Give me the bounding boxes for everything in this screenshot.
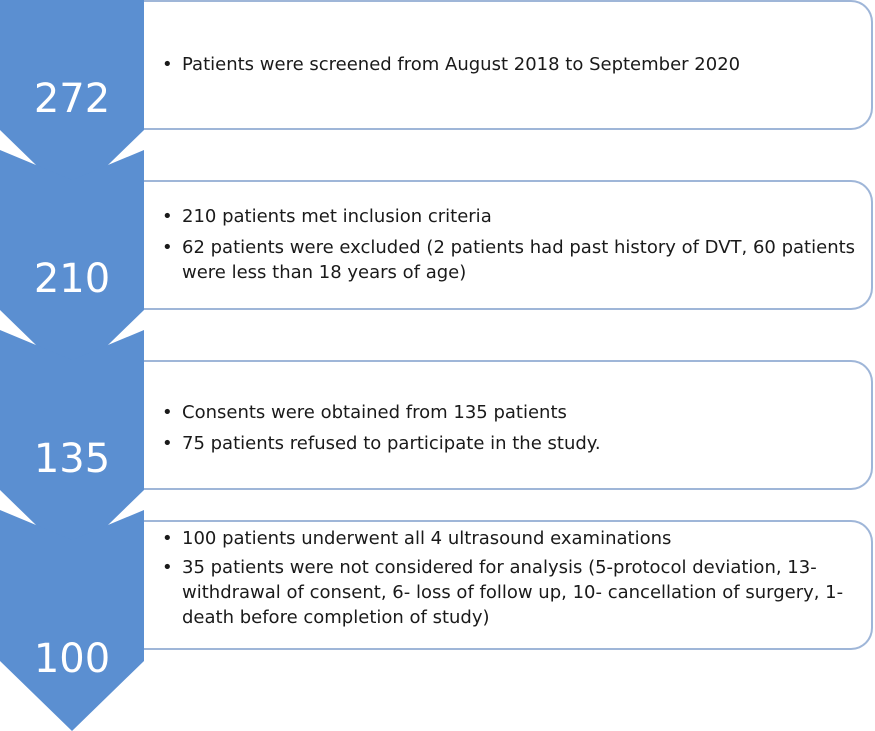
step-count-2: 210 [33,256,111,302]
step-2-bullet-2: 62 patients were excluded (2 patients ha… [162,235,857,285]
step-1-bullet-1: Patients were screened from August 2018 … [162,52,857,77]
step-4-bullet-1: 100 patients underwent all 4 ultrasound … [162,526,857,551]
chevron-step-4 [0,510,144,731]
chevron-step-3 [0,330,144,560]
step-card-4: 100 patients underwent all 4 ultrasound … [144,520,873,650]
step-card-2: 210 patients met inclusion criteria 62 p… [144,180,873,310]
step-4-bullet-2: 35 patients were not considered for anal… [162,555,857,630]
step-2-bullet-1: 210 patients met inclusion criteria [162,204,857,229]
step-count-4: 100 [33,636,111,682]
step-count-3: 135 [33,436,111,482]
step-card-3: Consents were obtained from 135 patients… [144,360,873,490]
chevron-step-2 [0,150,144,380]
step-2-bullet-list: 210 patients met inclusion criteria 62 p… [162,204,857,285]
step-3-bullet-list: Consents were obtained from 135 patients… [162,400,857,456]
step-card-1: Patients were screened from August 2018 … [144,0,873,130]
chevron-step-1 [0,0,144,200]
step-3-bullet-2: 75 patients refused to participate in th… [162,431,857,456]
step-4-bullet-list: 100 patients underwent all 4 ultrasound … [162,526,857,630]
step-1-bullet-list: Patients were screened from August 2018 … [162,52,857,77]
step-count-1: 272 [33,76,111,122]
step-3-bullet-1: Consents were obtained from 135 patients [162,400,857,425]
